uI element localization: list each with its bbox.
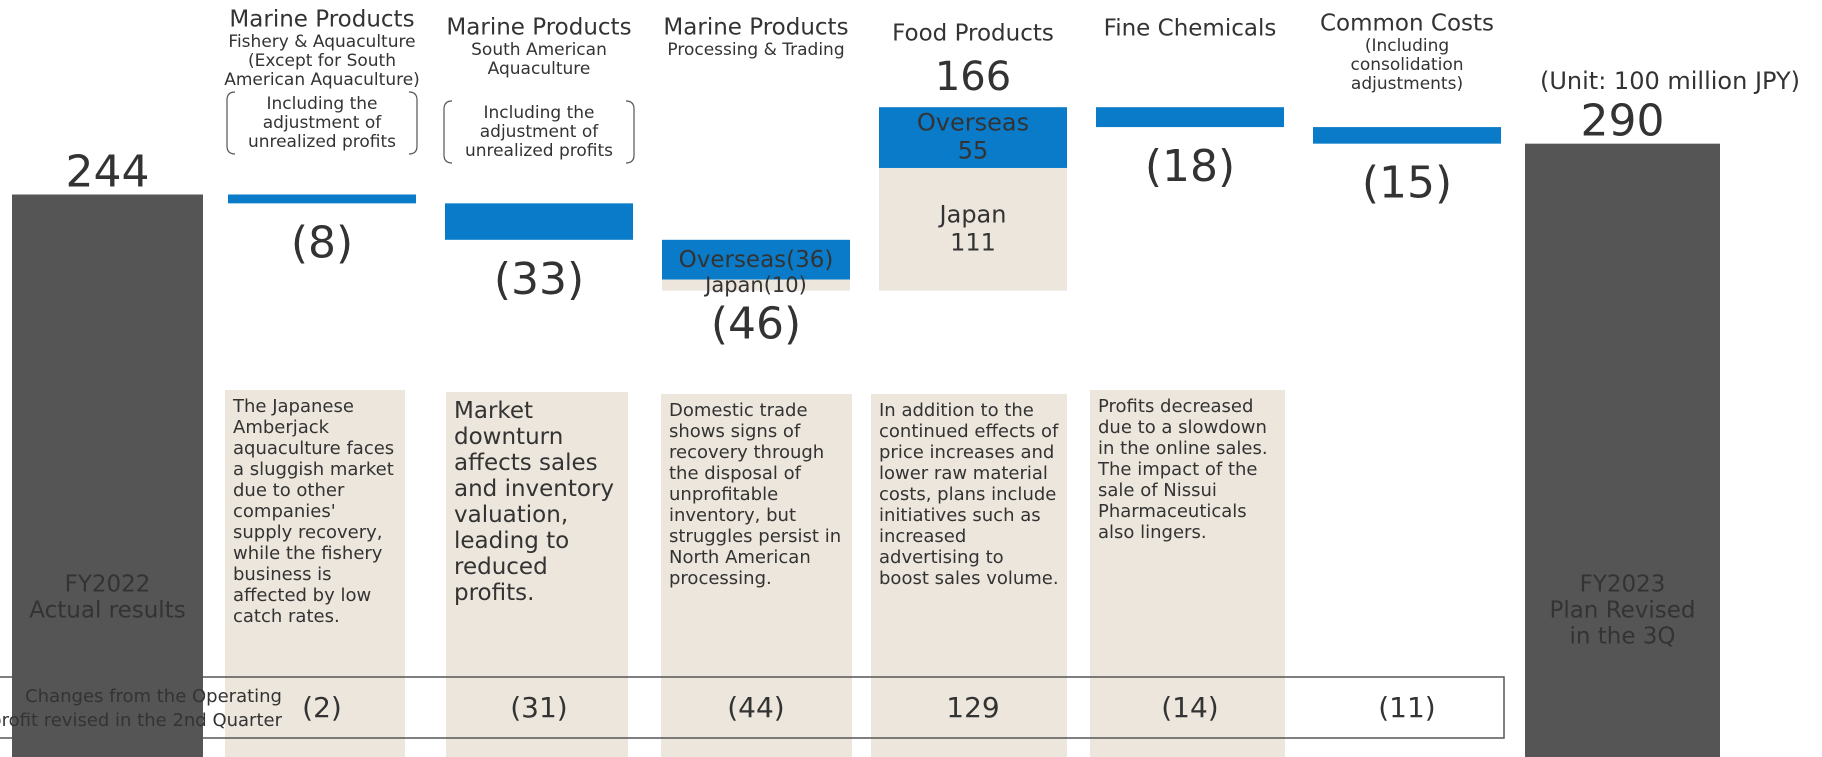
value-label: (15)	[1362, 158, 1452, 209]
comment: Market downturn affects sales and invent…	[446, 392, 628, 757]
changes-label: Changes from the Operating	[25, 686, 282, 707]
bracket-note: Including the	[266, 94, 377, 114]
unit-label: (Unit: 100 million JPY)	[1540, 67, 1800, 95]
value-label: (33)	[494, 254, 584, 305]
start-bar	[12, 194, 203, 757]
category-sublabel: consolidation	[1351, 55, 1464, 75]
end-label: in the 3Q	[1569, 624, 1675, 650]
bracket-note: Including the	[483, 103, 594, 123]
category-label: Food Products	[892, 21, 1054, 47]
bar	[1096, 107, 1284, 128]
segment-name: Overseas	[917, 109, 1029, 137]
start-value: 244	[66, 146, 150, 197]
category-sublabel: South American	[471, 40, 607, 60]
category-sublabel: Aquaculture	[488, 59, 591, 79]
category-sublabel: American Aquaculture)	[224, 70, 420, 90]
change-value: (11)	[1378, 691, 1435, 724]
changes-box	[0, 676, 1505, 739]
comment: In addition to the continued effects of …	[871, 394, 1067, 757]
end-value: 290	[1581, 96, 1665, 147]
end-bar	[1525, 143, 1720, 757]
category-label: Marine Products	[663, 15, 848, 41]
start-label: FY2022	[65, 572, 151, 598]
value-label: (8)	[291, 217, 353, 268]
value-label: (18)	[1145, 141, 1235, 192]
bracket-note: adjustment of	[263, 113, 382, 133]
bar	[445, 203, 633, 240]
segment-label: Japan(10)	[703, 273, 807, 297]
end-label: Plan Revised	[1549, 598, 1695, 624]
comment: The Japanese Amberjack aquaculture faces…	[225, 390, 405, 757]
start-label: Actual results	[29, 598, 185, 624]
change-value: (14)	[1161, 691, 1218, 724]
category-label: Fine Chemicals	[1104, 16, 1277, 42]
bracket-note: unrealized profits	[248, 132, 396, 152]
change-value: (44)	[727, 691, 784, 724]
bracket-note: adjustment of	[480, 122, 599, 142]
category-label: Common Costs	[1320, 11, 1494, 37]
comment: Domestic trade shows signs of recovery t…	[661, 394, 852, 757]
category-label: Marine Products	[229, 7, 414, 33]
segment-name: Japan	[938, 200, 1007, 228]
change-value: 129	[946, 691, 999, 724]
value-label: 166	[935, 54, 1011, 100]
bracket-note: unrealized profits	[465, 141, 613, 161]
segment-label: Overseas(36)	[679, 247, 834, 273]
segment-label: 55	[958, 137, 989, 165]
bar-segment	[879, 167, 1067, 291]
category-sublabel: (Including	[1365, 36, 1449, 56]
category-sublabel: Processing & Trading	[667, 40, 844, 60]
bar-segment	[879, 107, 1067, 168]
bracket	[226, 91, 236, 155]
change-value: (2)	[302, 691, 342, 724]
category-sublabel: (Except for South	[248, 51, 396, 71]
bracket	[408, 91, 418, 155]
value-label: (46)	[711, 299, 801, 350]
end-label: FY2023	[1580, 572, 1666, 598]
bar-segment	[662, 239, 850, 280]
category-label: Marine Products	[446, 15, 631, 41]
bracket	[443, 100, 453, 164]
bar	[228, 194, 416, 204]
changes-label: profit revised in the 2nd Quarter	[0, 710, 283, 731]
bar-segment	[662, 279, 850, 291]
change-value: (31)	[510, 691, 567, 724]
category-sublabel: adjustments)	[1351, 74, 1463, 94]
segment-label: 111	[950, 228, 996, 256]
bracket	[625, 100, 635, 164]
bar	[1313, 127, 1501, 144]
category-sublabel: Fishery & Aquaculture	[228, 32, 415, 52]
comment: Profits decreased due to a slowdown in t…	[1090, 390, 1285, 757]
